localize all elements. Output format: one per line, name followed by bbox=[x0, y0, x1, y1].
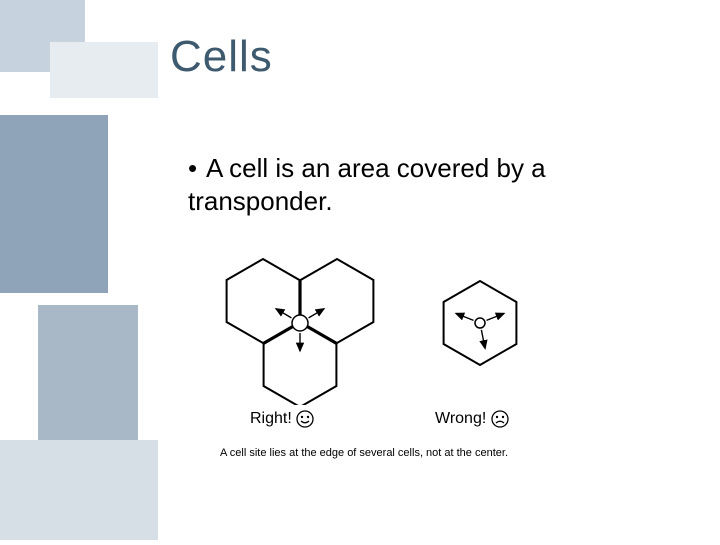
label-right: Right! bbox=[250, 410, 314, 428]
label-right-text: Right! bbox=[250, 410, 292, 427]
bullet-text: A cell is an area covered by a transpond… bbox=[188, 153, 546, 216]
smile-icon bbox=[296, 410, 314, 428]
sidebar-decorative-blocks bbox=[0, 0, 155, 540]
diagram-caption: A cell site lies at the edge of several … bbox=[220, 447, 508, 459]
frown-icon bbox=[491, 410, 509, 428]
bullet-point: •A cell is an area covered by a transpon… bbox=[188, 152, 648, 217]
label-wrong: Wrong! bbox=[435, 410, 509, 428]
label-wrong-text: Wrong! bbox=[435, 410, 486, 427]
bullet-marker: • bbox=[188, 152, 206, 185]
cell-diagram: Right! Wrong! A cell site lies at the ed… bbox=[175, 255, 595, 485]
slide-title: Cells bbox=[170, 32, 273, 82]
